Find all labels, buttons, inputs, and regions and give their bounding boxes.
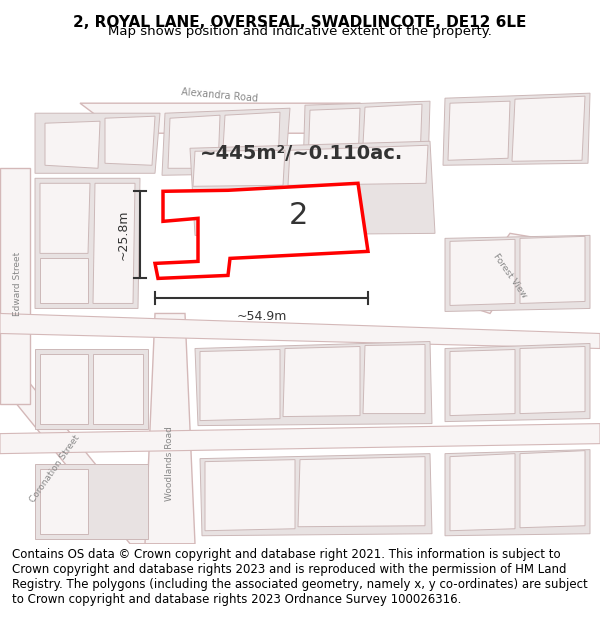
Polygon shape <box>40 469 88 534</box>
Polygon shape <box>0 424 600 454</box>
Text: Coronation Street: Coronation Street <box>28 433 82 504</box>
Polygon shape <box>168 115 220 168</box>
Polygon shape <box>450 454 515 531</box>
Text: Contains OS data © Crown copyright and database right 2021. This information is : Contains OS data © Crown copyright and d… <box>12 548 588 606</box>
Polygon shape <box>448 101 510 160</box>
Polygon shape <box>520 236 585 304</box>
Polygon shape <box>0 314 600 349</box>
Polygon shape <box>145 314 195 544</box>
Polygon shape <box>35 464 148 539</box>
Polygon shape <box>520 451 585 528</box>
Polygon shape <box>93 183 135 304</box>
Text: Woodlands Road: Woodlands Road <box>166 426 175 501</box>
Polygon shape <box>93 354 143 424</box>
Polygon shape <box>45 121 100 168</box>
Text: ~54.9m: ~54.9m <box>236 311 287 324</box>
Polygon shape <box>460 233 540 314</box>
Polygon shape <box>303 101 430 171</box>
Polygon shape <box>190 141 435 236</box>
Polygon shape <box>40 354 88 424</box>
Text: ~25.8m: ~25.8m <box>117 209 130 260</box>
Polygon shape <box>362 104 422 163</box>
Polygon shape <box>288 145 428 185</box>
Polygon shape <box>363 344 425 414</box>
Polygon shape <box>450 239 515 306</box>
Polygon shape <box>0 168 30 404</box>
Polygon shape <box>222 112 280 166</box>
Polygon shape <box>445 449 590 536</box>
Polygon shape <box>443 93 590 165</box>
Polygon shape <box>205 459 295 531</box>
Polygon shape <box>298 457 425 527</box>
Polygon shape <box>35 178 140 309</box>
Text: ~445m²/~0.110ac.: ~445m²/~0.110ac. <box>200 144 403 162</box>
Polygon shape <box>155 183 368 278</box>
Polygon shape <box>0 384 160 544</box>
Polygon shape <box>445 236 590 311</box>
Polygon shape <box>200 349 280 421</box>
Polygon shape <box>283 346 360 417</box>
Polygon shape <box>162 108 290 175</box>
Polygon shape <box>450 349 515 416</box>
Polygon shape <box>512 96 585 161</box>
Polygon shape <box>445 344 590 422</box>
Text: 2: 2 <box>289 201 308 231</box>
Polygon shape <box>40 183 90 253</box>
Polygon shape <box>200 454 432 536</box>
Text: 2, ROYAL LANE, OVERSEAL, SWADLINCOTE, DE12 6LE: 2, ROYAL LANE, OVERSEAL, SWADLINCOTE, DE… <box>73 15 527 30</box>
Polygon shape <box>40 258 88 304</box>
Polygon shape <box>80 103 400 133</box>
Polygon shape <box>35 113 160 173</box>
Text: Edward Street: Edward Street <box>13 251 23 316</box>
Polygon shape <box>308 108 360 165</box>
Polygon shape <box>105 116 155 165</box>
Text: Alexandra Road: Alexandra Road <box>181 87 259 104</box>
Text: Map shows position and indicative extent of the property.: Map shows position and indicative extent… <box>108 25 492 38</box>
Polygon shape <box>35 349 148 429</box>
Polygon shape <box>193 150 285 186</box>
Polygon shape <box>195 341 432 426</box>
Polygon shape <box>520 346 585 414</box>
Text: Forest View: Forest View <box>491 251 529 299</box>
